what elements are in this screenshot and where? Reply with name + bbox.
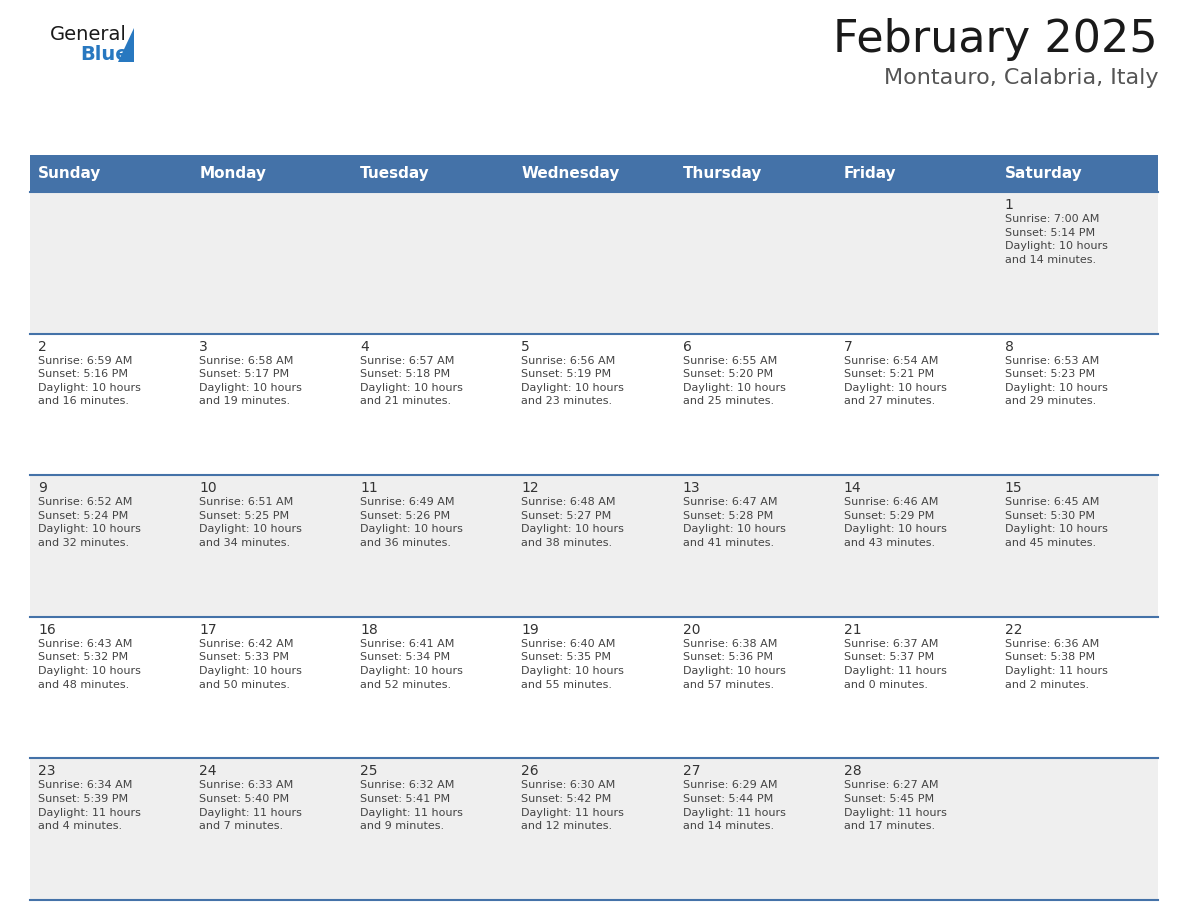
Text: 17: 17 [200,622,216,637]
Text: Sunrise: 6:52 AM
Sunset: 5:24 PM
Daylight: 10 hours
and 32 minutes.: Sunrise: 6:52 AM Sunset: 5:24 PM Dayligh… [38,498,141,548]
Text: 18: 18 [360,622,378,637]
Text: Sunrise: 6:38 AM
Sunset: 5:36 PM
Daylight: 10 hours
and 57 minutes.: Sunrise: 6:38 AM Sunset: 5:36 PM Dayligh… [683,639,785,689]
Text: Sunrise: 6:56 AM
Sunset: 5:19 PM
Daylight: 10 hours
and 23 minutes.: Sunrise: 6:56 AM Sunset: 5:19 PM Dayligh… [522,355,625,407]
Text: 23: 23 [38,765,56,778]
Bar [191,155,353,192]
Text: 26: 26 [522,765,539,778]
Text: Sunrise: 6:49 AM
Sunset: 5:26 PM
Daylight: 10 hours
and 36 minutes.: Sunrise: 6:49 AM Sunset: 5:26 PM Dayligh… [360,498,463,548]
Text: Sunrise: 6:41 AM
Sunset: 5:34 PM
Daylight: 10 hours
and 52 minutes.: Sunrise: 6:41 AM Sunset: 5:34 PM Dayligh… [360,639,463,689]
Text: Sunrise: 6:53 AM
Sunset: 5:23 PM
Daylight: 10 hours
and 29 minutes.: Sunrise: 6:53 AM Sunset: 5:23 PM Dayligh… [1005,355,1107,407]
Text: 25: 25 [360,765,378,778]
Bar [997,155,1158,192]
Bar [835,155,997,192]
Text: 2: 2 [38,340,46,353]
Text: 9: 9 [38,481,46,495]
Text: 6: 6 [683,340,691,353]
Text: Sunrise: 6:55 AM
Sunset: 5:20 PM
Daylight: 10 hours
and 25 minutes.: Sunrise: 6:55 AM Sunset: 5:20 PM Dayligh… [683,355,785,407]
Text: Sunrise: 6:59 AM
Sunset: 5:16 PM
Daylight: 10 hours
and 16 minutes.: Sunrise: 6:59 AM Sunset: 5:16 PM Dayligh… [38,355,141,407]
Text: 15: 15 [1005,481,1023,495]
Text: Sunrise: 6:48 AM
Sunset: 5:27 PM
Daylight: 10 hours
and 38 minutes.: Sunrise: 6:48 AM Sunset: 5:27 PM Dayligh… [522,498,625,548]
Text: 24: 24 [200,765,216,778]
Bar [30,333,1158,476]
Text: Sunrise: 6:34 AM
Sunset: 5:39 PM
Daylight: 11 hours
and 4 minutes.: Sunrise: 6:34 AM Sunset: 5:39 PM Dayligh… [38,780,141,831]
Text: 7: 7 [843,340,853,353]
Text: 8: 8 [1005,340,1013,353]
Text: Sunrise: 6:47 AM
Sunset: 5:28 PM
Daylight: 10 hours
and 41 minutes.: Sunrise: 6:47 AM Sunset: 5:28 PM Dayligh… [683,498,785,548]
Text: Monday: Monday [200,166,266,181]
Text: 10: 10 [200,481,216,495]
Text: 11: 11 [360,481,378,495]
Text: Sunrise: 6:30 AM
Sunset: 5:42 PM
Daylight: 11 hours
and 12 minutes.: Sunrise: 6:30 AM Sunset: 5:42 PM Dayligh… [522,780,625,831]
Bar [30,617,1158,758]
Text: Sunrise: 7:00 AM
Sunset: 5:14 PM
Daylight: 10 hours
and 14 minutes.: Sunrise: 7:00 AM Sunset: 5:14 PM Dayligh… [1005,214,1107,264]
Bar [30,155,191,192]
Text: 1: 1 [1005,198,1013,212]
Bar [513,155,675,192]
Text: Sunrise: 6:36 AM
Sunset: 5:38 PM
Daylight: 11 hours
and 2 minutes.: Sunrise: 6:36 AM Sunset: 5:38 PM Dayligh… [1005,639,1107,689]
Text: Sunrise: 6:42 AM
Sunset: 5:33 PM
Daylight: 10 hours
and 50 minutes.: Sunrise: 6:42 AM Sunset: 5:33 PM Dayligh… [200,639,302,689]
Text: Sunrise: 6:54 AM
Sunset: 5:21 PM
Daylight: 10 hours
and 27 minutes.: Sunrise: 6:54 AM Sunset: 5:21 PM Dayligh… [843,355,947,407]
Text: 12: 12 [522,481,539,495]
Text: Sunday: Sunday [38,166,101,181]
Bar [30,758,1158,900]
Text: 13: 13 [683,481,700,495]
Text: Thursday: Thursday [683,166,762,181]
Text: Sunrise: 6:51 AM
Sunset: 5:25 PM
Daylight: 10 hours
and 34 minutes.: Sunrise: 6:51 AM Sunset: 5:25 PM Dayligh… [200,498,302,548]
Text: Sunrise: 6:46 AM
Sunset: 5:29 PM
Daylight: 10 hours
and 43 minutes.: Sunrise: 6:46 AM Sunset: 5:29 PM Dayligh… [843,498,947,548]
Text: Tuesday: Tuesday [360,166,430,181]
Text: Sunrise: 6:27 AM
Sunset: 5:45 PM
Daylight: 11 hours
and 17 minutes.: Sunrise: 6:27 AM Sunset: 5:45 PM Dayligh… [843,780,947,831]
Text: 14: 14 [843,481,861,495]
Text: 3: 3 [200,340,208,353]
Text: Sunrise: 6:57 AM
Sunset: 5:18 PM
Daylight: 10 hours
and 21 minutes.: Sunrise: 6:57 AM Sunset: 5:18 PM Dayligh… [360,355,463,407]
Text: Sunrise: 6:58 AM
Sunset: 5:17 PM
Daylight: 10 hours
and 19 minutes.: Sunrise: 6:58 AM Sunset: 5:17 PM Dayligh… [200,355,302,407]
Text: 19: 19 [522,622,539,637]
Bar [30,192,1158,333]
Text: February 2025: February 2025 [833,18,1158,61]
Text: Montauro, Calabria, Italy: Montauro, Calabria, Italy [884,68,1158,88]
Text: Sunrise: 6:43 AM
Sunset: 5:32 PM
Daylight: 10 hours
and 48 minutes.: Sunrise: 6:43 AM Sunset: 5:32 PM Dayligh… [38,639,141,689]
Text: 27: 27 [683,765,700,778]
Text: Sunrise: 6:40 AM
Sunset: 5:35 PM
Daylight: 10 hours
and 55 minutes.: Sunrise: 6:40 AM Sunset: 5:35 PM Dayligh… [522,639,625,689]
Text: 20: 20 [683,622,700,637]
Text: 4: 4 [360,340,369,353]
Text: 21: 21 [843,622,861,637]
Text: Friday: Friday [843,166,896,181]
Text: 5: 5 [522,340,530,353]
Text: General: General [50,25,127,44]
Text: 16: 16 [38,622,56,637]
Text: Sunrise: 6:29 AM
Sunset: 5:44 PM
Daylight: 11 hours
and 14 minutes.: Sunrise: 6:29 AM Sunset: 5:44 PM Dayligh… [683,780,785,831]
Text: 28: 28 [843,765,861,778]
Polygon shape [118,28,134,62]
Text: Sunrise: 6:45 AM
Sunset: 5:30 PM
Daylight: 10 hours
and 45 minutes.: Sunrise: 6:45 AM Sunset: 5:30 PM Dayligh… [1005,498,1107,548]
Text: Sunrise: 6:33 AM
Sunset: 5:40 PM
Daylight: 11 hours
and 7 minutes.: Sunrise: 6:33 AM Sunset: 5:40 PM Dayligh… [200,780,302,831]
Text: 22: 22 [1005,622,1023,637]
Text: Blue: Blue [80,45,128,64]
Text: Saturday: Saturday [1005,166,1082,181]
Bar [30,476,1158,617]
Bar [675,155,835,192]
Text: Sunrise: 6:32 AM
Sunset: 5:41 PM
Daylight: 11 hours
and 9 minutes.: Sunrise: 6:32 AM Sunset: 5:41 PM Dayligh… [360,780,463,831]
Bar [353,155,513,192]
Text: Wednesday: Wednesday [522,166,620,181]
Text: Sunrise: 6:37 AM
Sunset: 5:37 PM
Daylight: 11 hours
and 0 minutes.: Sunrise: 6:37 AM Sunset: 5:37 PM Dayligh… [843,639,947,689]
